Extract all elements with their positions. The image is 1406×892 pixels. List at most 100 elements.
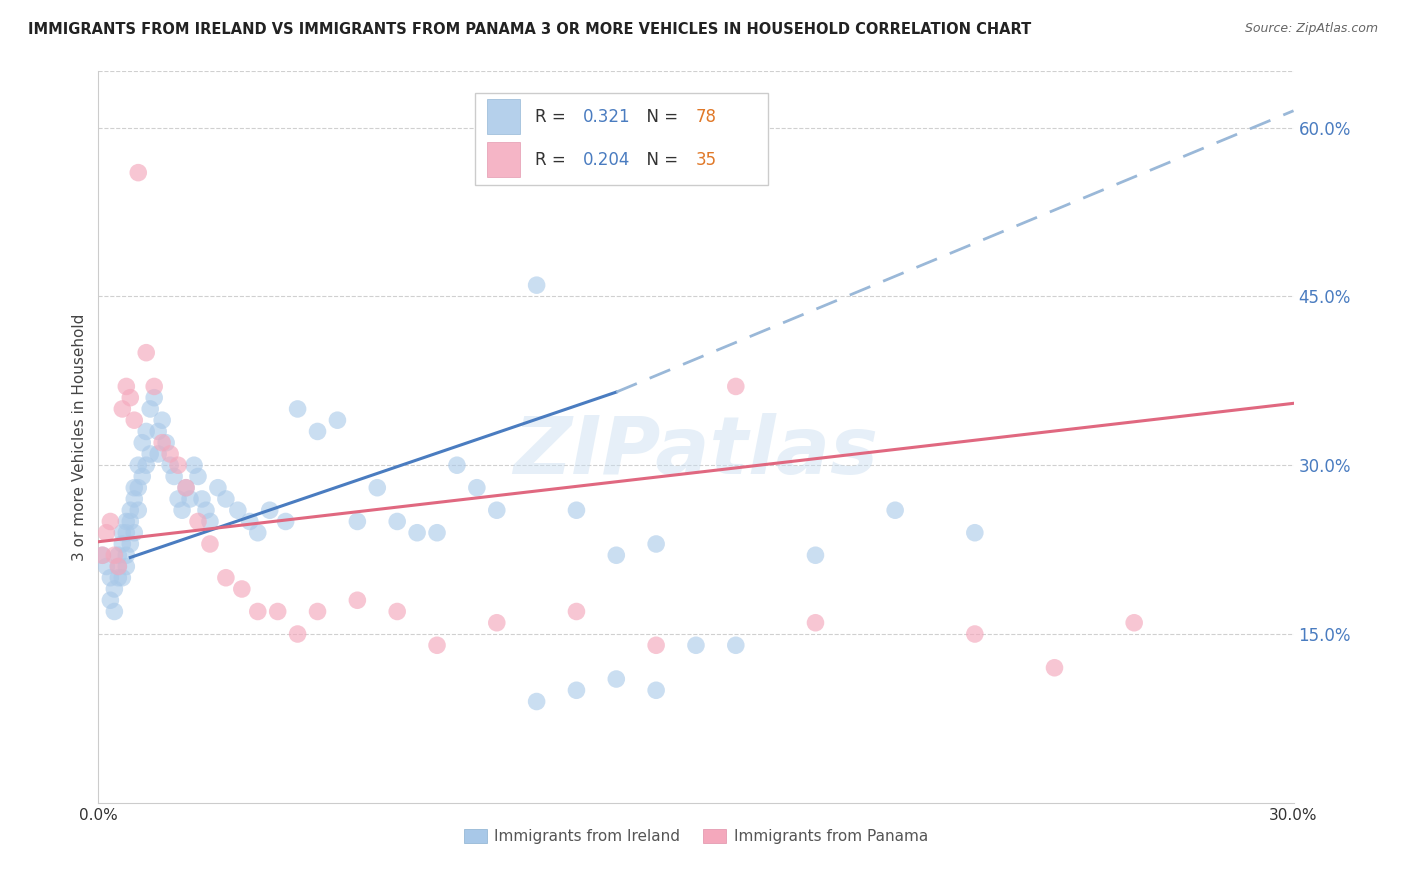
Point bbox=[172, 503, 194, 517]
Point bbox=[346, 593, 368, 607]
Point bbox=[159, 458, 181, 473]
Point bbox=[1123, 615, 1146, 630]
Text: 0.204: 0.204 bbox=[582, 151, 630, 169]
FancyBboxPatch shape bbox=[486, 99, 520, 135]
Point bbox=[287, 401, 309, 416]
Point bbox=[174, 481, 197, 495]
Point bbox=[259, 503, 281, 517]
Point bbox=[91, 548, 114, 562]
Point bbox=[174, 481, 197, 495]
Point bbox=[111, 525, 134, 540]
Point bbox=[526, 278, 548, 293]
Point bbox=[207, 481, 229, 495]
Point bbox=[385, 515, 409, 529]
Point bbox=[426, 638, 449, 652]
Point bbox=[120, 537, 142, 551]
Point bbox=[150, 413, 173, 427]
Text: N =: N = bbox=[637, 151, 683, 169]
Point bbox=[645, 537, 668, 551]
Point bbox=[724, 379, 747, 393]
Point bbox=[565, 683, 588, 698]
Point bbox=[167, 458, 190, 473]
Point bbox=[115, 548, 138, 562]
Point bbox=[91, 548, 114, 562]
Point bbox=[107, 548, 129, 562]
Point bbox=[103, 582, 125, 596]
Point bbox=[565, 605, 588, 619]
Text: 78: 78 bbox=[696, 108, 717, 126]
Point bbox=[124, 481, 146, 495]
Point bbox=[131, 469, 153, 483]
Point bbox=[124, 525, 146, 540]
Point bbox=[307, 425, 329, 439]
Point bbox=[120, 515, 142, 529]
Point bbox=[120, 503, 142, 517]
Point bbox=[274, 515, 297, 529]
Point bbox=[115, 515, 138, 529]
Point bbox=[127, 166, 149, 180]
Point bbox=[120, 391, 142, 405]
Y-axis label: 3 or more Vehicles in Household: 3 or more Vehicles in Household bbox=[72, 313, 87, 561]
Point bbox=[139, 401, 162, 416]
Point bbox=[124, 413, 146, 427]
Text: 0.321: 0.321 bbox=[582, 108, 630, 126]
Point bbox=[246, 525, 269, 540]
Point bbox=[645, 683, 668, 698]
Point bbox=[98, 515, 122, 529]
Point bbox=[963, 525, 986, 540]
Point bbox=[485, 503, 508, 517]
Point bbox=[115, 525, 138, 540]
Point bbox=[111, 571, 134, 585]
Point bbox=[167, 491, 190, 506]
Point bbox=[124, 491, 146, 506]
Point bbox=[605, 672, 627, 686]
Point bbox=[884, 503, 907, 517]
Point bbox=[135, 425, 157, 439]
Point bbox=[366, 481, 388, 495]
Point bbox=[804, 615, 827, 630]
Point bbox=[127, 503, 149, 517]
Point bbox=[195, 503, 218, 517]
Text: ZIPatlas: ZIPatlas bbox=[513, 413, 879, 491]
Point bbox=[96, 559, 118, 574]
Point bbox=[103, 605, 125, 619]
Point bbox=[183, 458, 205, 473]
Text: R =: R = bbox=[534, 151, 571, 169]
Text: IMMIGRANTS FROM IRELAND VS IMMIGRANTS FROM PANAMA 3 OR MORE VEHICLES IN HOUSEHOL: IMMIGRANTS FROM IRELAND VS IMMIGRANTS FR… bbox=[28, 22, 1032, 37]
Point bbox=[485, 615, 508, 630]
Point bbox=[307, 605, 329, 619]
Point bbox=[115, 379, 138, 393]
FancyBboxPatch shape bbox=[475, 94, 768, 185]
Point bbox=[98, 593, 122, 607]
Point bbox=[446, 458, 468, 473]
Point bbox=[148, 425, 170, 439]
Point bbox=[131, 435, 153, 450]
Point bbox=[163, 469, 186, 483]
Point bbox=[187, 469, 209, 483]
Point bbox=[143, 379, 166, 393]
Point bbox=[226, 503, 249, 517]
Point bbox=[385, 605, 409, 619]
Point bbox=[426, 525, 449, 540]
Point bbox=[215, 491, 238, 506]
Point bbox=[127, 481, 149, 495]
Text: 35: 35 bbox=[696, 151, 717, 169]
Legend: Immigrants from Ireland, Immigrants from Panama: Immigrants from Ireland, Immigrants from… bbox=[458, 822, 934, 850]
Point bbox=[150, 435, 173, 450]
Point bbox=[135, 345, 157, 359]
Point bbox=[107, 571, 129, 585]
Point bbox=[107, 559, 129, 574]
Point bbox=[326, 413, 349, 427]
Point bbox=[143, 391, 166, 405]
Point bbox=[1043, 661, 1066, 675]
Text: N =: N = bbox=[637, 108, 683, 126]
Point bbox=[287, 627, 309, 641]
Point bbox=[231, 582, 253, 596]
Point bbox=[565, 503, 588, 517]
Point bbox=[103, 548, 125, 562]
FancyBboxPatch shape bbox=[486, 143, 520, 178]
Point bbox=[96, 525, 118, 540]
Point bbox=[115, 559, 138, 574]
Text: Source: ZipAtlas.com: Source: ZipAtlas.com bbox=[1244, 22, 1378, 36]
Point bbox=[198, 515, 221, 529]
